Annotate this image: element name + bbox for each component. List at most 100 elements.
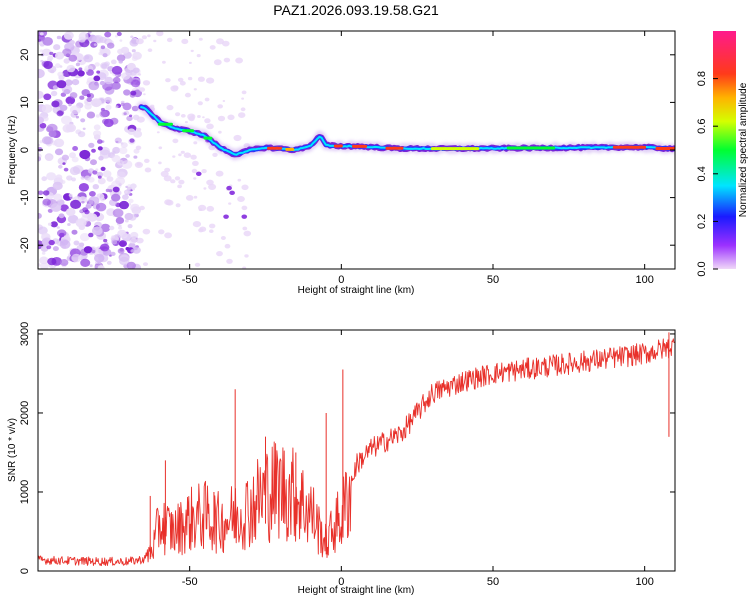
noise-blob [41, 104, 53, 113]
noise-blob [111, 193, 121, 202]
noise-blob [41, 176, 47, 182]
noise-blob [127, 224, 133, 229]
noise-blob [179, 81, 186, 86]
noise-blob [46, 245, 52, 250]
noise-blob [102, 53, 108, 58]
noise-blob [40, 245, 49, 252]
noise-blob [108, 185, 113, 189]
noise-blob [132, 188, 135, 191]
noise-blob [143, 93, 146, 96]
noise-blob [84, 103, 92, 110]
noise-blob [91, 249, 96, 254]
noise-blob [133, 155, 138, 159]
noise-blob [92, 184, 100, 190]
noise-blob [104, 76, 114, 85]
noise-blob [116, 159, 124, 166]
noise-blob [218, 130, 222, 134]
noise-blob [112, 76, 121, 84]
noise-blob [201, 169, 207, 174]
noise-blob [83, 68, 89, 72]
noise-blob [97, 146, 103, 151]
noise-blob [73, 240, 80, 246]
noise-blob [187, 76, 193, 81]
noise-blob [165, 78, 171, 83]
noise-blob [56, 226, 60, 229]
colorbar-label: Normalized spectral amplitude [738, 82, 749, 217]
noise-blob [66, 64, 76, 73]
spectrogram-ylabel: Frequency (Hz) [7, 116, 18, 185]
noise-blob [65, 208, 76, 216]
noise-blob [58, 164, 63, 169]
noise-blob [61, 115, 72, 125]
noise-blob [228, 202, 232, 205]
noise-blob [124, 219, 129, 223]
noise-blob [111, 82, 121, 90]
snr-xtick-label: 0 [338, 576, 344, 588]
noise-blob [83, 54, 94, 63]
noise-blob [92, 170, 98, 175]
noise-blob [103, 118, 114, 128]
noise-blob [156, 131, 160, 134]
noise-blob [42, 37, 53, 46]
noise-blob [93, 34, 104, 44]
noise-blob [79, 242, 85, 247]
noise-blob [120, 142, 128, 149]
noise-blob [107, 42, 115, 49]
noise-blob [131, 49, 136, 53]
noise-blob [79, 233, 90, 242]
noise-blob [78, 183, 89, 192]
noise-blob [48, 239, 55, 246]
noise-blob [49, 51, 54, 56]
noise-blob [106, 260, 112, 265]
noise-blob [83, 246, 93, 254]
noise-blob [128, 242, 136, 249]
noise-blob [111, 235, 115, 239]
noise-blob [55, 51, 65, 60]
noise-blob [118, 60, 123, 64]
snr-series-line [38, 338, 675, 567]
noise-blob [71, 253, 82, 263]
noise-blob [63, 167, 69, 172]
noise-blob [126, 186, 132, 191]
noise-blob [130, 203, 140, 212]
noise-blob [75, 218, 87, 228]
noise-blob [183, 152, 192, 158]
noise-blob [98, 155, 104, 161]
snr-xtick-label: -50 [182, 576, 198, 588]
noise-blob [116, 171, 126, 179]
noise-blob [111, 239, 118, 245]
spectrogram-ytick-label: 10 [19, 96, 31, 108]
noise-blob [101, 63, 108, 69]
noise-blob [193, 88, 197, 91]
noise-blob [177, 184, 183, 189]
noise-blob [136, 127, 142, 132]
noise-blob [164, 199, 172, 206]
noise-blob [131, 79, 141, 88]
noise-blob [94, 253, 105, 263]
noise-blob [203, 187, 207, 190]
noise-blob [55, 63, 61, 69]
noise-blob [204, 97, 210, 102]
noise-blob [68, 193, 73, 197]
noise-blob [184, 92, 191, 98]
noise-blob [90, 41, 98, 48]
noise-blob [100, 223, 111, 233]
noise-blob [93, 134, 101, 140]
spectral-ridge [136, 101, 675, 161]
noise-blob [174, 176, 181, 181]
noise-blob [136, 116, 145, 123]
noise-blob [153, 39, 157, 43]
snr-ytick-label: 1000 [19, 480, 31, 504]
noise-blob [130, 35, 134, 39]
noise-blob [59, 239, 71, 249]
noise-blob [227, 114, 235, 121]
noise-blob [193, 141, 198, 145]
noise-blob [111, 65, 123, 75]
noise-blob [59, 259, 69, 266]
noise-blob [52, 85, 59, 90]
noise-blob [175, 203, 181, 208]
noise-blob [88, 81, 100, 91]
noise-blob [136, 237, 144, 244]
noise-blob [123, 89, 131, 96]
